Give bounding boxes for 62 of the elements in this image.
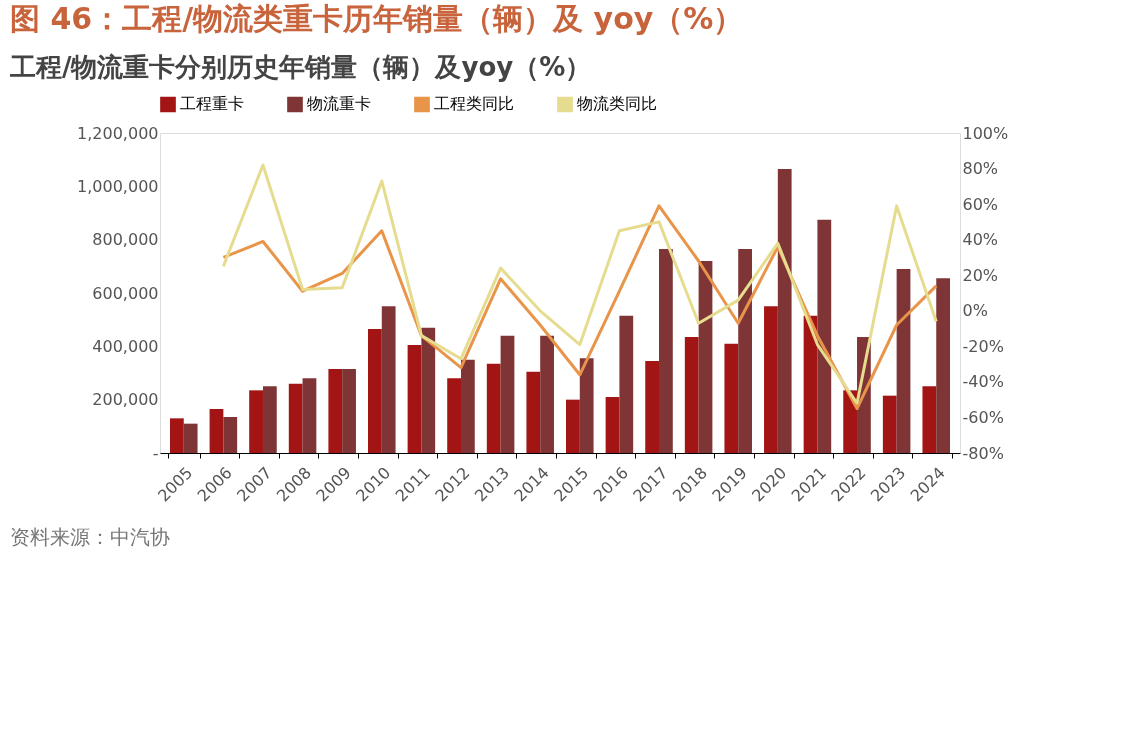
chart-subtitle: 工程/物流重卡分别历史年销量（辆）及yoy（%） [9, 52, 592, 82]
bar [209, 409, 224, 453]
y2-tick-label: -60% [962, 407, 1004, 427]
y-tick-label: 1,200,000 [77, 123, 159, 143]
bar [486, 363, 501, 453]
bar [328, 369, 343, 453]
bar [381, 306, 396, 453]
bar [738, 249, 752, 453]
bar [460, 359, 475, 453]
bar [500, 335, 515, 453]
y2-tick-label: 100% [962, 123, 1009, 143]
bar [605, 397, 620, 453]
bar [698, 261, 713, 453]
bar [936, 278, 951, 453]
text: 资料来源：中汽协 [10, 525, 170, 549]
bar [566, 399, 580, 453]
bar [342, 369, 356, 453]
bar [619, 315, 634, 453]
bar [526, 371, 541, 453]
legend-label: 工程类同比 [434, 94, 514, 114]
y2-tick-label: 60% [962, 194, 999, 214]
bar [579, 358, 594, 453]
y-tick-label: 600,000 [92, 283, 159, 303]
bar [288, 383, 303, 453]
bar [659, 249, 673, 453]
bar [645, 361, 660, 453]
y2-tick-label: 20% [962, 265, 999, 285]
y2-tick-label: -40% [962, 372, 1004, 392]
y-tick-label: 400,000 [92, 336, 159, 356]
bar [764, 306, 778, 453]
bar [183, 423, 198, 453]
bar [368, 329, 382, 453]
y2-tick-label: 40% [962, 230, 999, 250]
y-tick-label: 800,000 [92, 230, 159, 250]
line-series [221, 163, 938, 405]
y2-tick-label: 0% [962, 301, 988, 321]
bar [407, 345, 422, 453]
bar [724, 343, 739, 453]
bar [262, 386, 277, 453]
y2-tick-label: 80% [962, 159, 999, 179]
bar [777, 169, 792, 453]
bar [817, 219, 832, 453]
y-tick-label: - [152, 443, 159, 463]
bar [169, 418, 184, 453]
y-tick-label: 200,000 [92, 390, 159, 410]
legend-label: 物流类同比 [577, 94, 657, 114]
bar [421, 327, 436, 453]
bar [896, 269, 911, 453]
bar [223, 417, 238, 453]
chart-title: 图 46：工程/物流类重卡历年销量（辆）及 yoy（%） [10, 1, 744, 36]
y2-tick-label: -80% [962, 443, 1004, 463]
bar [684, 337, 699, 453]
legend-label: 物流重卡 [307, 94, 371, 114]
bar [882, 395, 897, 453]
y-tick-label: 1,000,000 [77, 176, 159, 196]
legend-label: 工程重卡 [180, 94, 244, 114]
bar [447, 378, 461, 453]
bar [249, 390, 263, 453]
bar [922, 386, 937, 453]
bar [540, 335, 554, 453]
bar [302, 378, 317, 453]
y2-tick-label: -20% [962, 336, 1004, 356]
